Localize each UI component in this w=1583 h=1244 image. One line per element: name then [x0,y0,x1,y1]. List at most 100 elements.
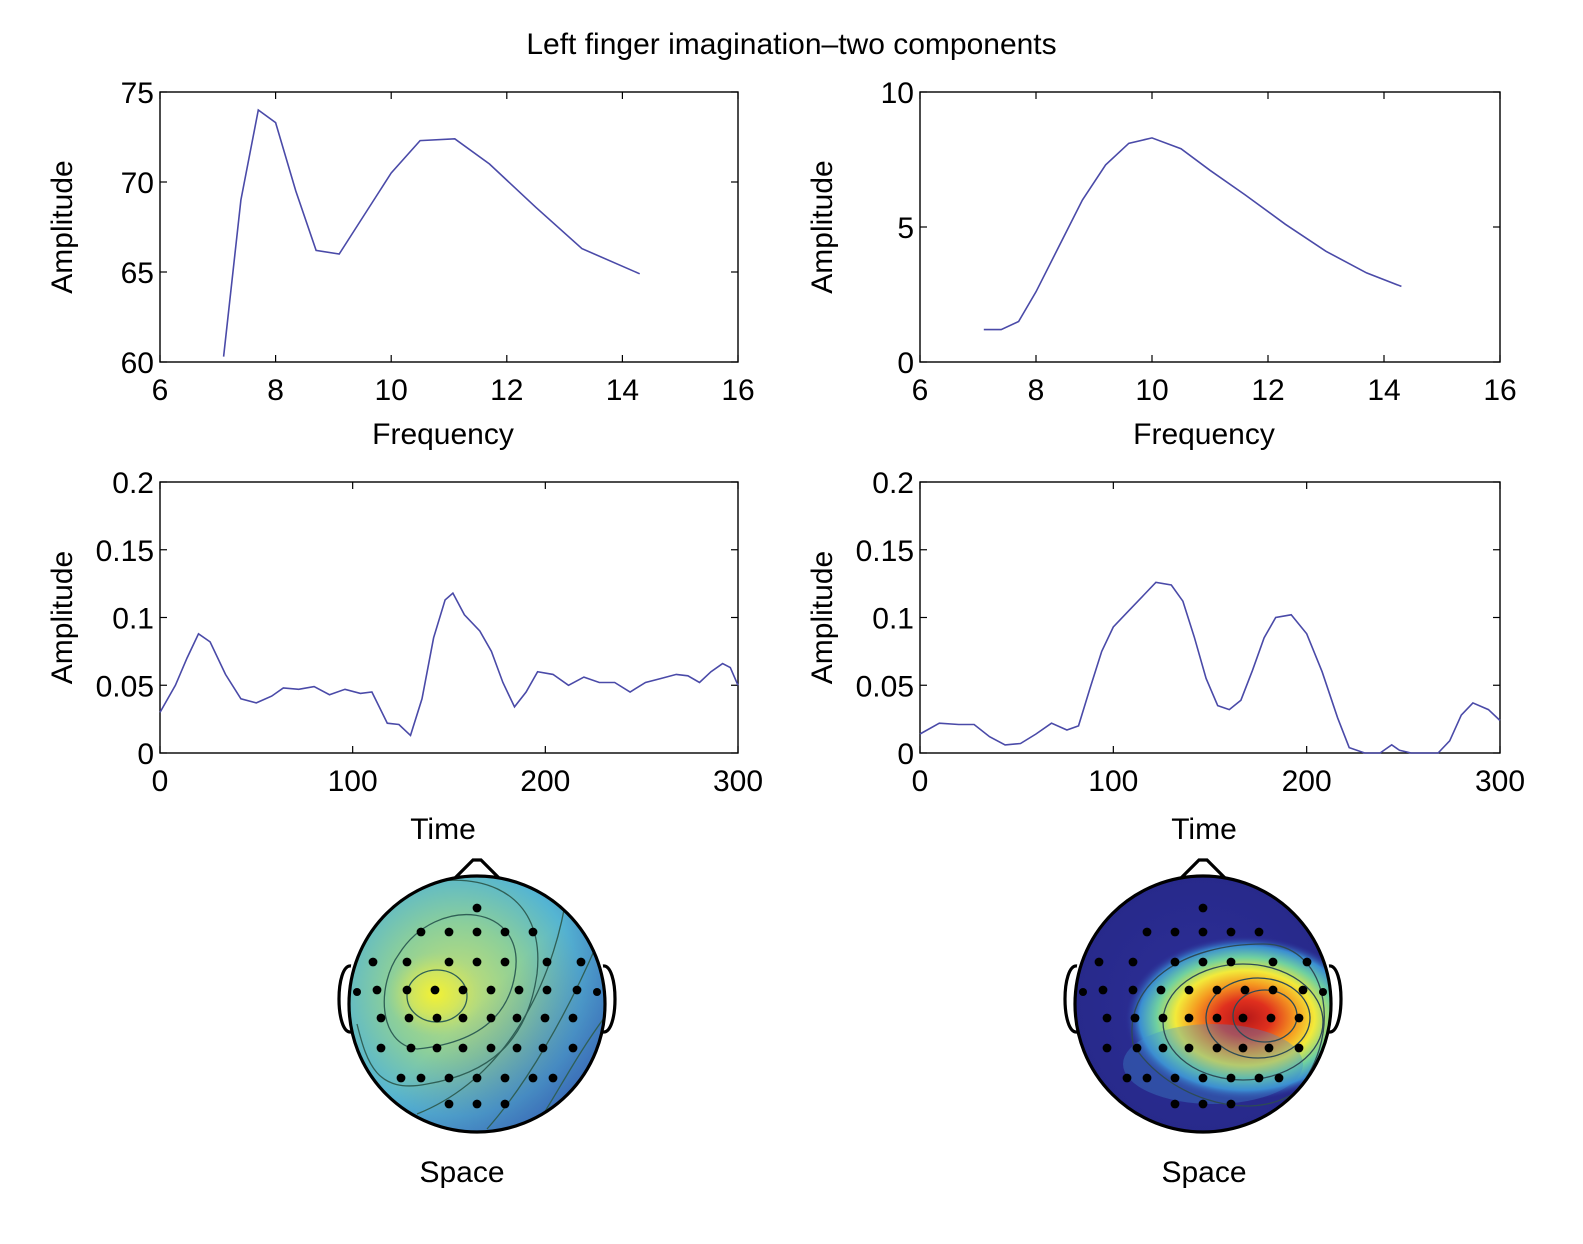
nose-outline [1179,858,1227,880]
x-axis-label: Frequency [1133,418,1275,451]
electrode-dot [1268,985,1278,995]
electrode-dot [472,957,482,967]
y-tick-label: 0.2 [872,467,914,500]
x-tick-label: 0 [152,765,169,798]
electrode-dot [1298,985,1308,995]
electrode-dot [1098,985,1108,995]
electrode-dot [528,1073,538,1083]
right-ear-outline [1328,964,1343,1034]
electrode-dot [1198,1099,1208,1109]
electrode-dot [432,1013,442,1023]
electrode-dot [404,1013,414,1023]
y-axis-label: Amplitude [806,551,839,684]
plot-frame [159,481,739,754]
chart-panel-1: 6 8 10 12 14 16 60 65 70 75 Frequency Amplitude [46,77,755,451]
x-tick-label: 200 [1282,765,1332,798]
electrode-dot [486,985,496,995]
x-tick-label: 14 [606,374,639,407]
electrode-dot [1170,957,1180,967]
y-tick-label: 10 [881,77,914,110]
electrode-dot [416,927,426,937]
electrode-dot [472,927,482,937]
electrode-dot [1264,1043,1274,1053]
series-line-1 [159,591,739,737]
electrode-dot [1198,957,1208,967]
x-axis-label: Time [1171,813,1237,846]
electrode-dot [1226,957,1236,967]
y-tick-label: 0.15 [96,535,154,568]
x-tick-label: 300 [1475,765,1525,798]
electrode-dot [1142,927,1152,937]
y-tick-label: 0 [897,347,914,380]
electrode-dot [444,957,454,967]
scalp-shading [1123,1024,1303,1104]
electrode-dot [1158,1043,1168,1053]
electrode-dot [1128,985,1138,995]
electrode-dot [1094,957,1104,967]
x-tick-label: 100 [1088,765,1138,798]
figure-title: Left finger imagination–two components [526,28,1057,61]
electrode-dot [1102,1013,1112,1023]
electrode-dot [1122,1073,1132,1083]
electrode-dot [542,985,552,995]
electrode-dot [1254,1073,1264,1083]
right-ear-outline [602,964,617,1034]
x-tick-label: 200 [520,765,570,798]
contour-line [1205,977,1311,1059]
electrode-dot [500,927,510,937]
electrode-dot [406,1043,416,1053]
left-ear-outline [337,964,352,1034]
electrode-dot [458,1013,468,1023]
electrode-dot [372,985,382,995]
plot-frame [919,481,1501,754]
electrode-dot [572,985,582,995]
scalp-label-1: Space [419,1156,505,1189]
scalp-label-2: Space [1161,1156,1247,1189]
series-line-1 [919,581,1501,754]
x-tick-label: 100 [328,765,378,798]
y-tick-label: 0.2 [112,467,154,500]
electrode-dot [1266,1013,1276,1023]
electrode-dot [402,957,412,967]
electrode-dot [396,1073,406,1083]
electrode-dot [1198,903,1208,913]
x-tick-label: 12 [490,374,523,407]
electrode-dot [1079,988,1087,996]
x-axis-label: Time [410,813,476,846]
electrode-dot [486,1043,496,1053]
x-tick-label: 8 [267,374,284,407]
x-tick-label: 16 [721,374,754,407]
x-tick-label: 16 [1483,374,1516,407]
electrode-dot [542,957,552,967]
y-axis-label: Amplitude [46,160,79,293]
electrode-dot [576,957,586,967]
electrode-dot [1226,1099,1236,1109]
x-tick-label: 6 [912,374,929,407]
electrode-dot [1238,1013,1248,1023]
electrode-dot [1294,1013,1304,1023]
electrode-dot [1212,1043,1222,1053]
electrode-dot [444,927,454,937]
left-ear-outline [1063,964,1078,1034]
scalp-map-1 [337,858,617,1134]
electrode-dot [402,985,412,995]
electrode-dot [458,985,468,995]
scalp-maps-layer [337,858,1343,1134]
y-tick-label: 60 [121,347,154,380]
electrode-dot [593,988,601,996]
electrode-dot [1319,988,1327,996]
electrode-dot [472,903,482,913]
electrode-dot [368,957,378,967]
x-tick-label: 10 [1135,374,1168,407]
nose-outline [453,858,501,880]
head-outline [347,874,607,1134]
electrode-dot [432,1043,442,1053]
electrode-dot [430,985,440,995]
x-axis-label: Frequency [372,418,514,451]
chart-panel-4: 0 100 200 300 0 0.05 0.1 0.15 0.2 Time Amplitude [806,467,1525,846]
electrode-dot [1198,927,1208,937]
series-line-1 [222,108,641,357]
electrode-dot [1212,985,1222,995]
electrode-dot [1142,1073,1152,1083]
electrode-dot [416,1073,426,1083]
